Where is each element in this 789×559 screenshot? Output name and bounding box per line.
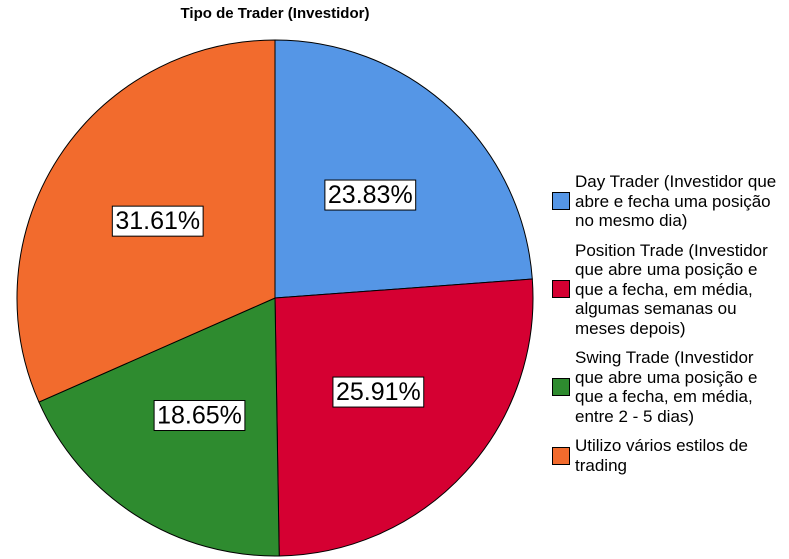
legend-label: Position Trade (Investidor que abre uma … bbox=[575, 240, 768, 338]
legend-label: Day Trader (Investidor que abre e fecha … bbox=[575, 172, 777, 230]
value-label-group: 18.65% bbox=[153, 400, 246, 432]
legend-entry: Position Trade (Investidor que abre uma … bbox=[552, 241, 788, 339]
value-label: 23.83% bbox=[328, 181, 413, 209]
legend-swatch bbox=[552, 378, 570, 396]
value-label-group: 23.83% bbox=[324, 179, 417, 211]
value-label: 31.61% bbox=[115, 207, 200, 235]
legend-swatch bbox=[552, 280, 570, 299]
legend-label: Swing Trade (Investidor que abre uma pos… bbox=[575, 348, 758, 426]
legend-swatch bbox=[552, 446, 570, 465]
legend-swatch bbox=[552, 192, 570, 211]
legend: Day Trader (Investidor que abre e fecha … bbox=[552, 172, 788, 485]
legend-entry: Day Trader (Investidor que abre e fecha … bbox=[552, 172, 788, 231]
value-label-box bbox=[111, 205, 204, 237]
legend-entry: Utilizo vários estilos de trading bbox=[552, 436, 788, 475]
value-label-box bbox=[324, 179, 417, 211]
pie-slice bbox=[274, 39, 533, 299]
value-label: 18.65% bbox=[157, 402, 242, 430]
value-label-box bbox=[153, 400, 246, 432]
value-label-group: 25.91% bbox=[332, 376, 425, 408]
legend-entry: Swing Trade (Investidor que abre uma pos… bbox=[552, 348, 788, 426]
value-label: 25.91% bbox=[336, 378, 421, 406]
legend-label: Utilizo vários estilos de trading bbox=[575, 436, 748, 475]
value-label-box bbox=[332, 376, 425, 408]
chart-title: Tipo de Trader (Investidor) bbox=[181, 5, 370, 22]
value-label-group: 31.61% bbox=[111, 205, 204, 237]
pie-slice bbox=[274, 278, 534, 557]
